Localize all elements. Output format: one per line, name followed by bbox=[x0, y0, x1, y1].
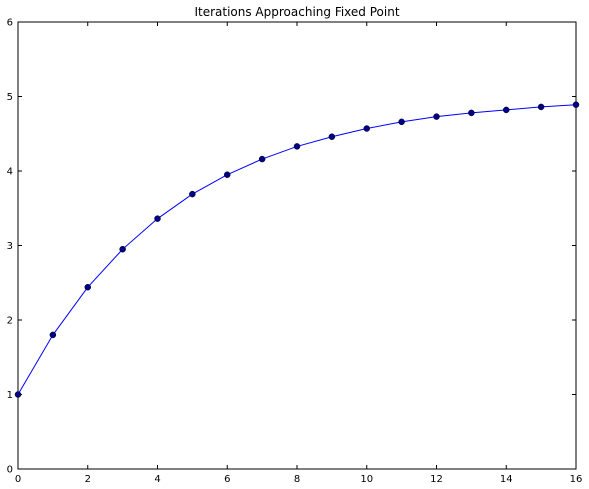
x-tick-label: 2 bbox=[85, 474, 91, 485]
x-tick-label: 0 bbox=[15, 474, 21, 485]
data-point bbox=[14, 391, 22, 398]
data-point bbox=[84, 283, 91, 291]
data-point bbox=[224, 171, 231, 178]
data-point bbox=[433, 113, 440, 120]
series-layer bbox=[14, 101, 580, 398]
plot-area bbox=[17, 21, 577, 470]
x-tick-label: 8 bbox=[294, 474, 300, 485]
data-point bbox=[363, 125, 370, 132]
data-point bbox=[293, 143, 301, 150]
chart-title: Iterations Approaching Fixed Point bbox=[194, 5, 399, 19]
y-tick-label: 0 bbox=[7, 465, 13, 476]
x-tick-label: 6 bbox=[224, 474, 230, 485]
y-tick-label: 2 bbox=[7, 316, 13, 327]
y-tick-label: 5 bbox=[7, 92, 13, 103]
data-point bbox=[154, 215, 161, 222]
data-point bbox=[328, 133, 336, 140]
data-point bbox=[468, 109, 475, 117]
y-tick-label: 6 bbox=[7, 18, 13, 29]
x-tick-label: 14 bbox=[500, 474, 513, 485]
data-point bbox=[537, 103, 545, 111]
y-tick-label: 3 bbox=[7, 241, 13, 252]
data-point bbox=[189, 190, 196, 198]
x-tick-label: 12 bbox=[430, 474, 443, 485]
x-tick-label: 10 bbox=[360, 474, 373, 485]
data-point bbox=[503, 106, 510, 114]
x-tick-label: 16 bbox=[570, 474, 583, 485]
y-tick-label: 1 bbox=[7, 390, 13, 401]
data-point bbox=[119, 245, 126, 253]
y-tick-label: 4 bbox=[7, 167, 13, 178]
data-point bbox=[572, 101, 580, 108]
data-point bbox=[258, 155, 266, 163]
data-point bbox=[49, 331, 57, 339]
x-tick-label: 4 bbox=[154, 474, 160, 485]
data-point bbox=[398, 118, 405, 126]
